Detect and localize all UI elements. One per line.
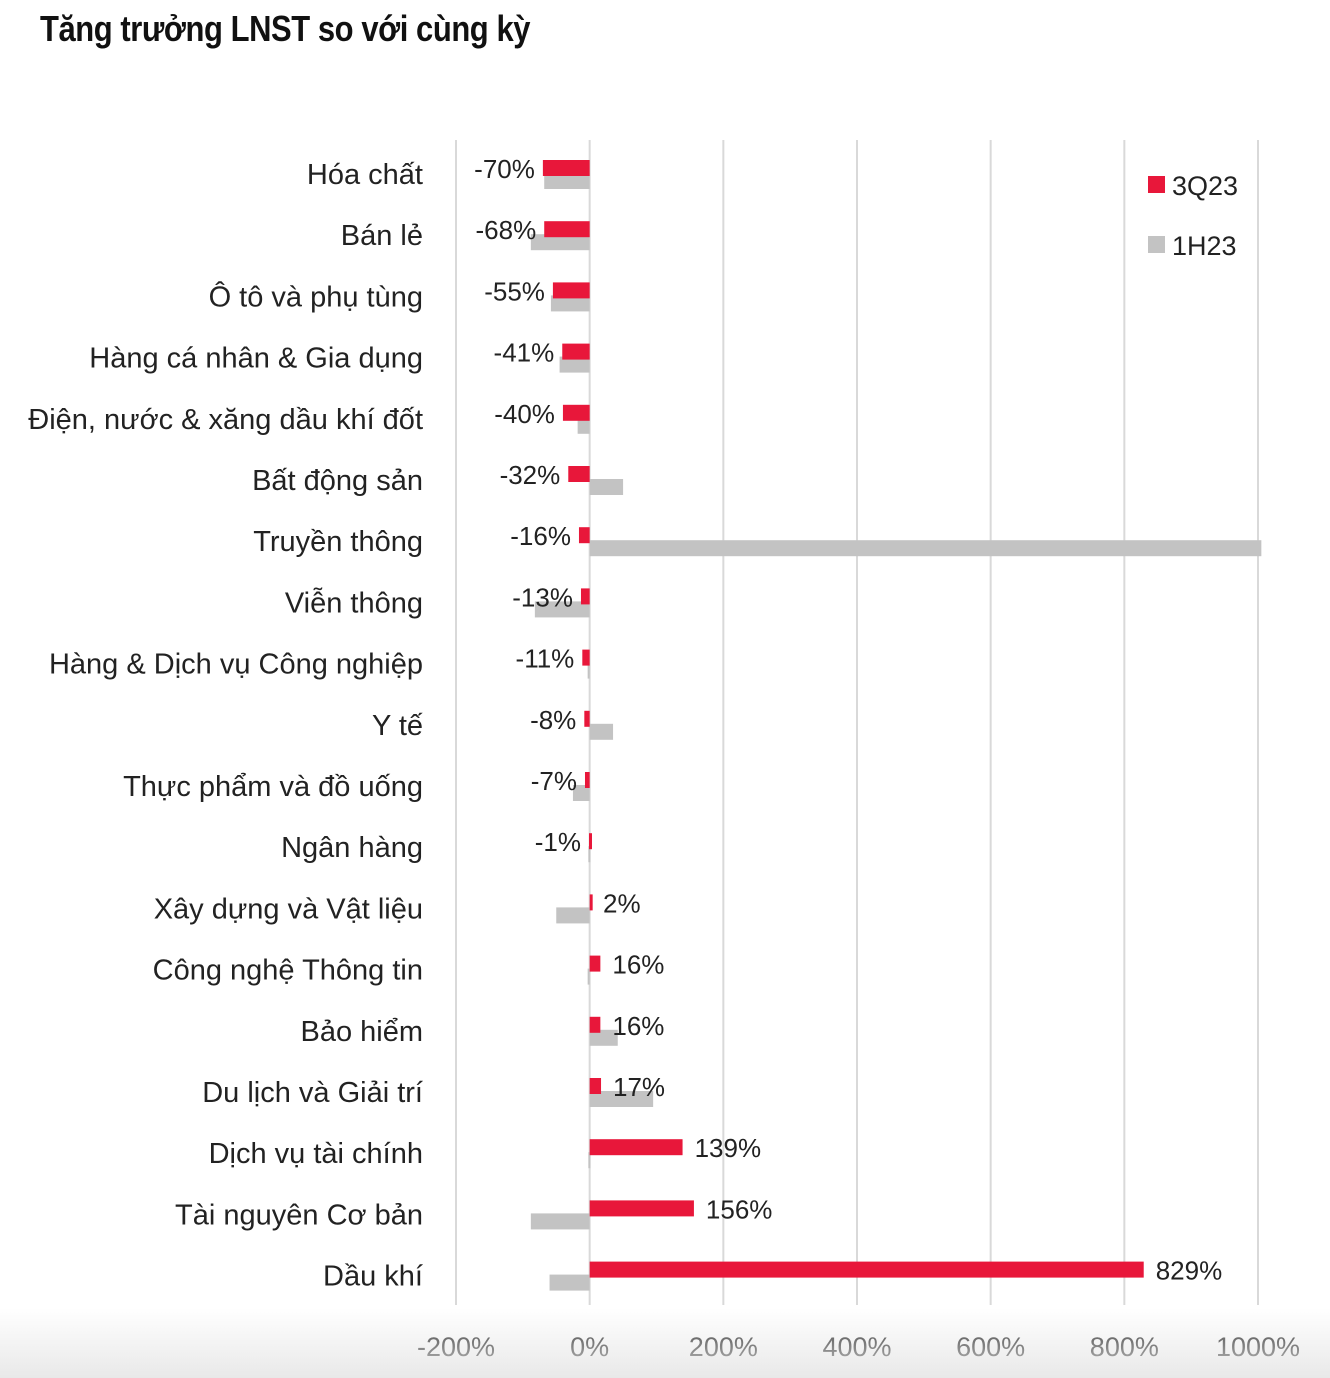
legend: 3Q23 1H23 xyxy=(1148,171,1238,261)
bar-1h23 xyxy=(572,785,590,801)
x-tick-label: 0% xyxy=(570,1332,609,1362)
x-tick-label: 200% xyxy=(689,1332,758,1362)
bar-3q23 xyxy=(588,833,592,850)
category-label: Bất động sản xyxy=(252,465,423,497)
x-tick-label: 800% xyxy=(1090,1332,1159,1362)
x-tick-label: 400% xyxy=(822,1332,891,1362)
data-label: -40% xyxy=(494,399,555,429)
legend-swatch xyxy=(1148,176,1165,193)
x-tick-label: 1000% xyxy=(1216,1332,1300,1362)
category-label: Dịch vụ tài chính xyxy=(209,1138,423,1170)
data-label: 156% xyxy=(706,1194,773,1224)
category-label: Ô tô và phụ tùng xyxy=(209,279,423,313)
bar-1h23 xyxy=(589,540,1262,557)
category-label: Du lịch và Giải trí xyxy=(202,1077,423,1109)
bar-3q23 xyxy=(589,1016,601,1033)
bar-3q23 xyxy=(589,1261,1144,1278)
data-label: -68% xyxy=(476,215,537,245)
data-label: -1% xyxy=(535,827,581,857)
category-label: Thực phẩm và đồ uống xyxy=(123,771,423,803)
data-label: -11% xyxy=(516,644,575,674)
bar-1h23 xyxy=(587,968,590,985)
category-label: Hàng cá nhân & Gia dụng xyxy=(89,343,423,375)
bar-3q23 xyxy=(544,221,590,238)
legend-swatch xyxy=(1148,236,1165,253)
bar-3q23 xyxy=(589,1139,683,1156)
labels: -200% 0% 200% 400% 600% 800% 1000% Hóa chất -70%… xyxy=(28,154,1300,1362)
data-label: -55% xyxy=(484,276,545,306)
category-label: Xây dựng và Vật liệu xyxy=(154,893,423,925)
category-label: Viễn thông xyxy=(285,586,423,619)
category-label: Dầu khí xyxy=(323,1261,423,1293)
bar-1h23 xyxy=(588,1152,591,1169)
bar-1h23 xyxy=(589,1029,618,1046)
data-label: 16% xyxy=(612,950,664,980)
bar-1h23 xyxy=(530,234,590,251)
bar-3q23 xyxy=(552,282,590,299)
bar-3q23 xyxy=(589,1078,602,1094)
bar-1h23 xyxy=(534,601,590,618)
data-label: -70% xyxy=(474,154,535,184)
bar-3q23 xyxy=(580,588,590,605)
category-label: Truyền thông xyxy=(253,526,423,558)
bar-1h23 xyxy=(559,356,590,373)
bar-1h23 xyxy=(587,662,590,679)
category-label: Hàng & Dịch vụ Công nghiệp xyxy=(49,649,423,681)
category-label: Ngân hàng xyxy=(281,832,423,864)
category-label: Điện, nước & xăng dầu khí đốt xyxy=(28,404,423,436)
category-label: Y tế xyxy=(372,710,423,742)
data-label: 16% xyxy=(612,1011,664,1041)
bar-3q23 xyxy=(589,955,601,972)
bar-3q23 xyxy=(578,527,590,544)
data-label: -8% xyxy=(530,705,576,735)
bar-1h23 xyxy=(544,173,590,189)
bar-1h23 xyxy=(589,479,624,495)
bar-3q23 xyxy=(589,894,593,911)
bar-1h23 xyxy=(589,723,614,740)
bar-1h23 xyxy=(549,1274,590,1291)
bar-3q23 xyxy=(584,710,590,727)
bar-1h23 xyxy=(588,846,591,863)
data-label: 139% xyxy=(695,1133,762,1163)
data-label: -13% xyxy=(512,582,573,612)
legend-label: 1H23 xyxy=(1172,231,1237,261)
bar-3q23 xyxy=(562,343,590,360)
legend-label: 3Q23 xyxy=(1172,171,1238,201)
data-label: 2% xyxy=(603,888,641,918)
x-tick-label: -200% xyxy=(417,1332,495,1362)
category-label: Tài nguyên Cơ bản xyxy=(175,1199,423,1231)
data-label: -7% xyxy=(531,766,577,796)
data-label: 829% xyxy=(1156,1256,1223,1286)
chart-title: Tăng trưởng LNST so với cùng kỳ xyxy=(40,8,531,49)
category-label: Bảo hiểm xyxy=(300,1016,423,1048)
data-label: 17% xyxy=(613,1072,665,1102)
bar-3q23 xyxy=(542,160,590,176)
category-label: Bán lẻ xyxy=(341,220,423,252)
bar-1h23 xyxy=(589,1091,654,1107)
bar-3q23 xyxy=(584,772,590,788)
bar-3q23 xyxy=(568,466,590,482)
bar-3q23 xyxy=(589,1200,694,1217)
bar-1h23 xyxy=(550,295,590,312)
x-tick-label: 600% xyxy=(956,1332,1025,1362)
bar-1h23 xyxy=(577,417,590,434)
bar-1h23 xyxy=(556,907,590,924)
data-label: -41% xyxy=(494,338,555,368)
bars xyxy=(530,160,1262,1291)
bar-1h23 xyxy=(530,1213,590,1230)
category-label: Hóa chất xyxy=(307,159,423,191)
category-label: Công nghệ Thông tin xyxy=(153,955,423,987)
bar-3q23 xyxy=(562,404,590,421)
data-label: -16% xyxy=(510,521,571,551)
data-label: -32% xyxy=(500,460,561,490)
bar-3q23 xyxy=(582,649,590,666)
